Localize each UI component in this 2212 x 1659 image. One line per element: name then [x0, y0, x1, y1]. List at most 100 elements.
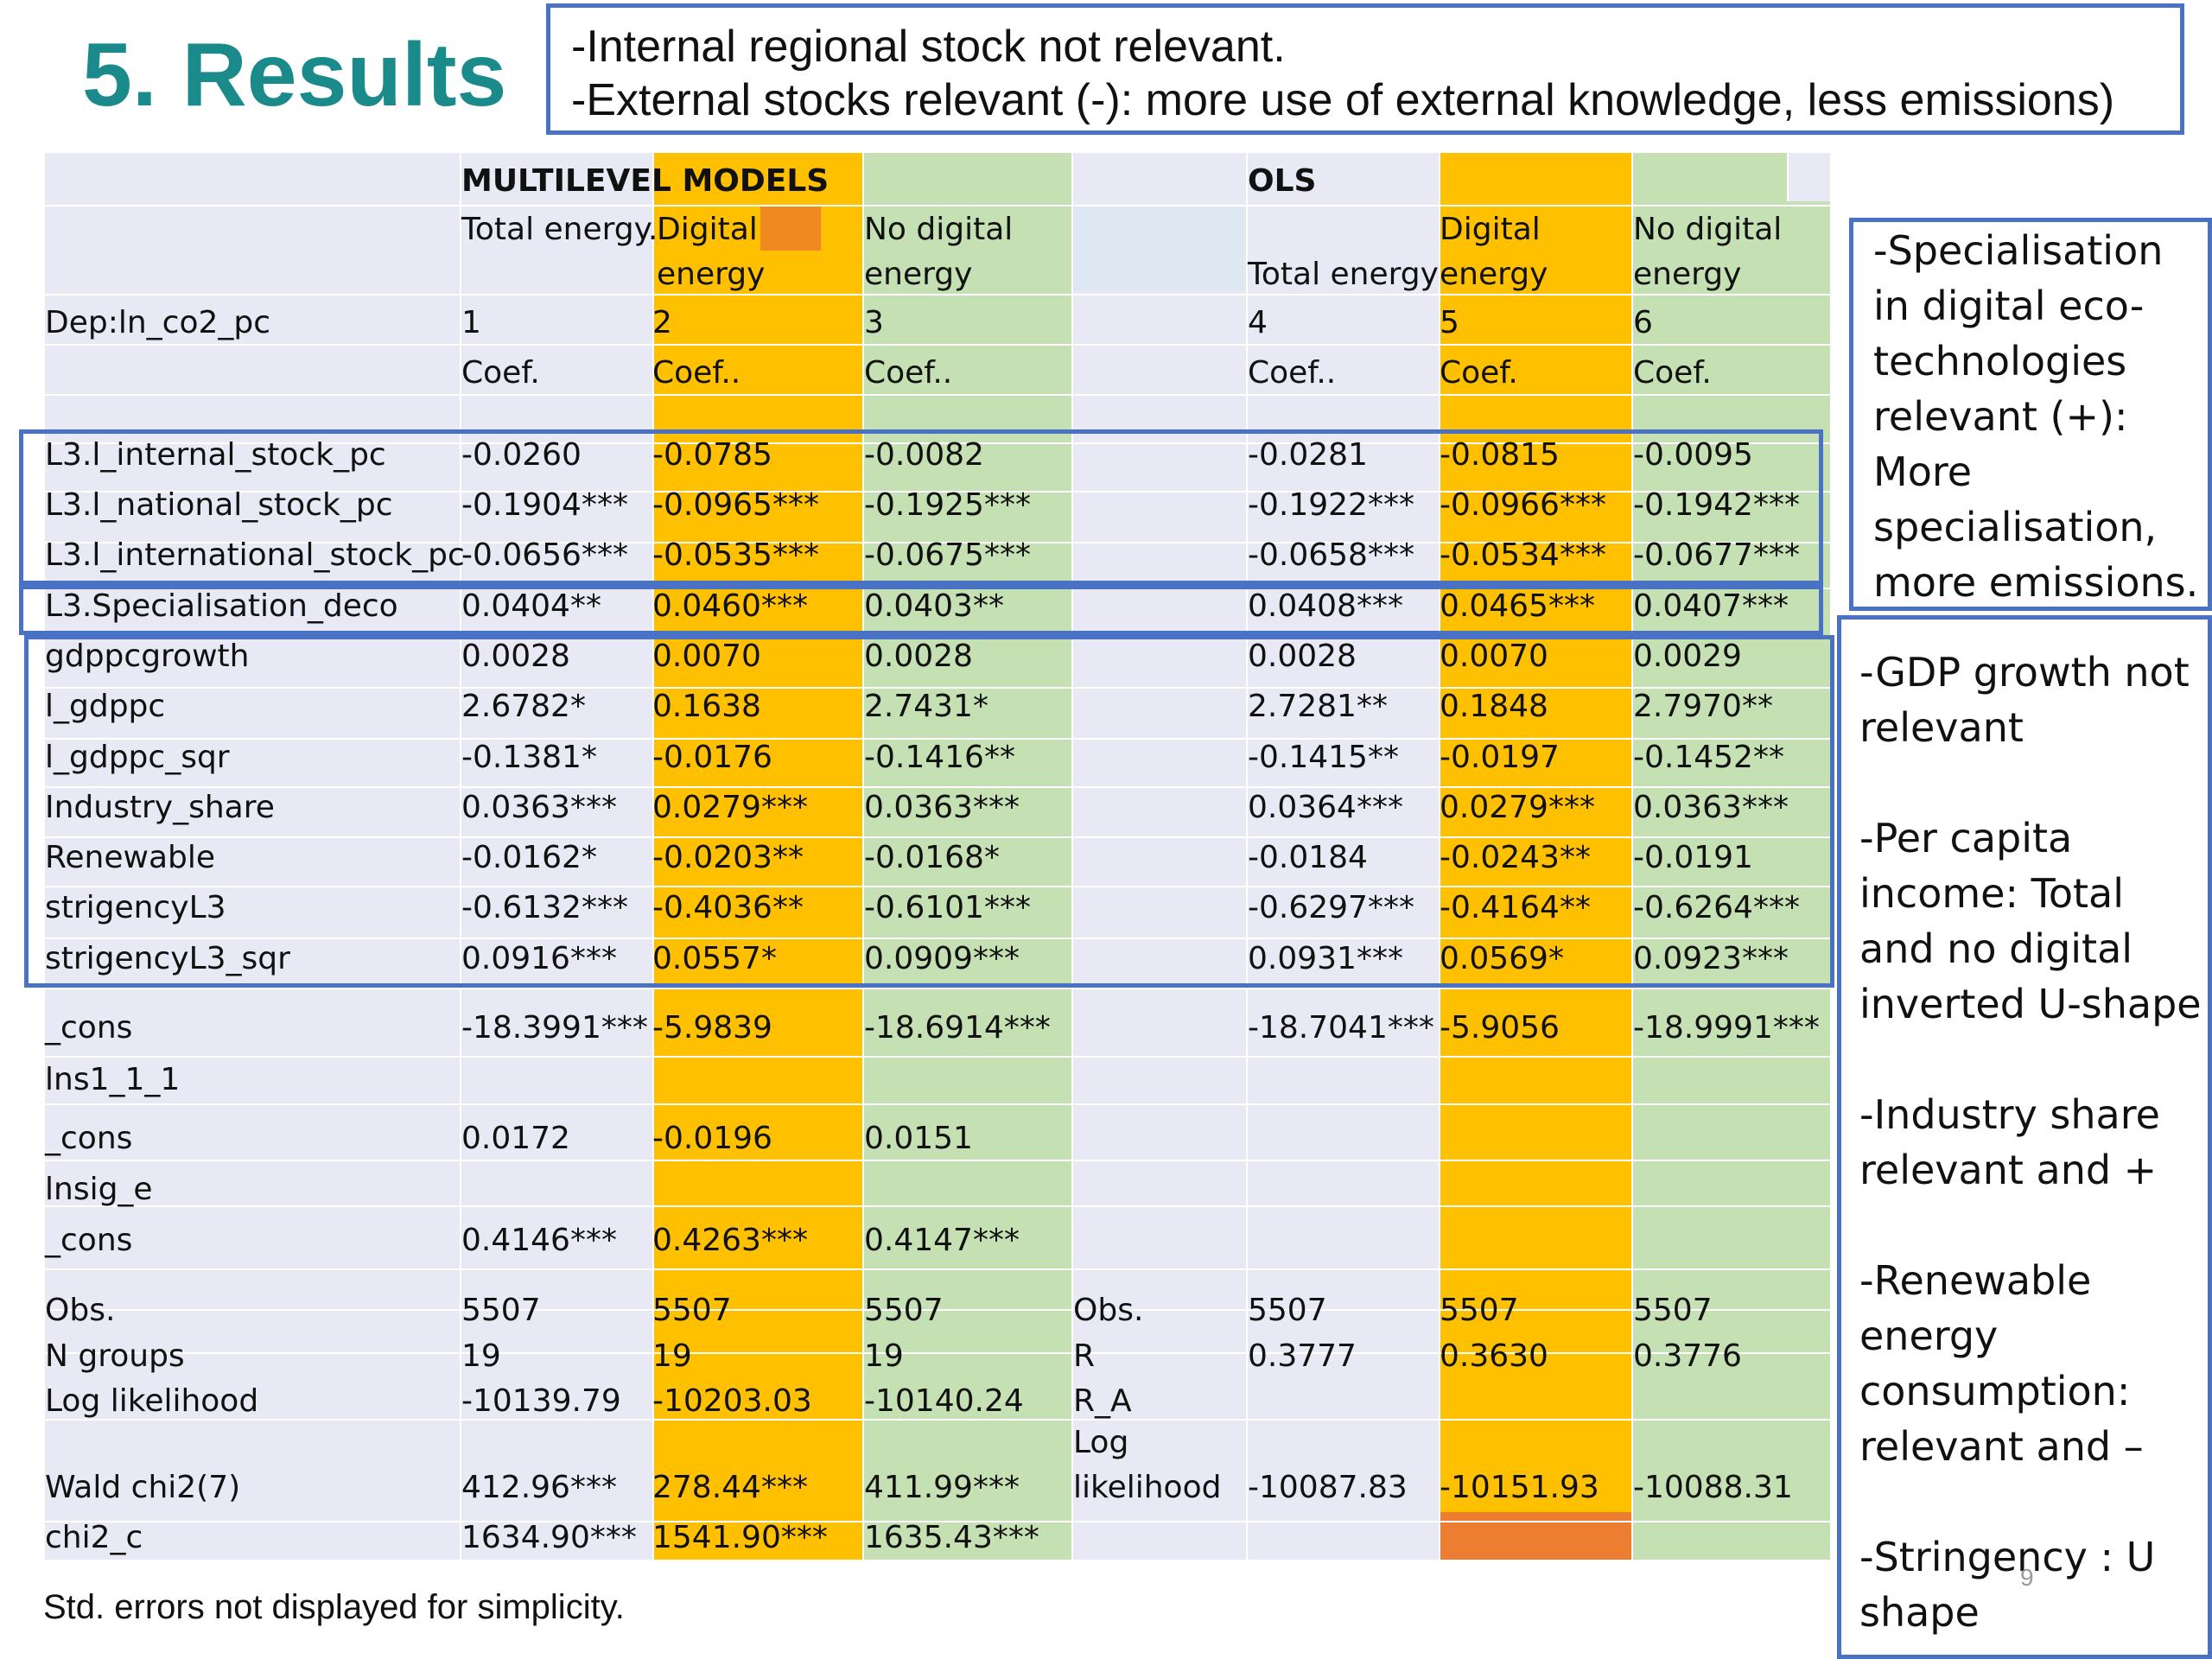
column-band: [1631, 151, 1830, 1560]
page-number: 9: [2020, 1564, 2034, 1591]
row-value: 0.3630: [1440, 1338, 1548, 1374]
note-line: in digital eco-: [1873, 283, 2145, 329]
note-line: relevant: [1859, 704, 2024, 751]
note-line: specialisation,: [1873, 504, 2158, 550]
row-value: -0.0095: [1633, 437, 1753, 473]
column-divider: [1071, 151, 1073, 1560]
row-value: -0.6132***: [461, 890, 628, 925]
row-value: -0.1925***: [864, 487, 1031, 523]
row-divider: [45, 738, 1830, 740]
row-value: -0.1942***: [1633, 487, 1800, 523]
row-value: 0.0363***: [864, 790, 1020, 825]
row-value: 0.0363***: [461, 790, 617, 825]
row-value: -10139.79: [461, 1383, 621, 1419]
row-value: 0.0028: [864, 639, 973, 674]
row-value: 0.3777: [1248, 1338, 1357, 1374]
row-value: 0.0363***: [1633, 790, 1789, 825]
note-line: consumption:: [1859, 1368, 2131, 1414]
dependent-variable-label: Dep:ln_co2_pc: [45, 305, 271, 340]
row-label: L3.l_international_stock_pc: [45, 537, 465, 573]
row-value: -10151.93: [1440, 1470, 1599, 1505]
footer-note: Std. errors not displayed for simplicity…: [43, 1588, 625, 1626]
row-value: -0.0176: [652, 740, 772, 775]
row-divider: [45, 1352, 1830, 1354]
row-label: lns1_1_1: [45, 1062, 181, 1097]
row-value: -0.0675***: [864, 537, 1031, 573]
row-value: 0.0279***: [1440, 790, 1595, 825]
row-divider: [45, 836, 1830, 838]
note-line: inverted U-shape: [1859, 981, 2202, 1027]
coef-header: Coef.: [1633, 355, 1712, 391]
row-value: 0.0407***: [1633, 588, 1789, 624]
row-value: 0.0404**: [461, 588, 601, 624]
note-line: -Industry share: [1859, 1091, 2160, 1138]
row-value: 2.7281**: [1248, 689, 1388, 724]
row-label: _cons: [45, 1010, 133, 1046]
row-value: 0.0172: [461, 1121, 570, 1156]
column-title: No digital: [1633, 212, 1783, 247]
row-label: Wald chi2(7): [45, 1470, 241, 1505]
row-value: -0.0260: [461, 437, 582, 473]
row-value: 0.4147***: [864, 1223, 1020, 1258]
row-value: -5.9056: [1440, 1010, 1560, 1046]
header-multilevel-models: MULTILEVEL MODELS: [461, 163, 830, 199]
column-band: [862, 151, 1071, 1560]
right-note-controls: -GDP growth not relevant -Per capita incom…: [1859, 645, 2202, 1640]
column-divider: [652, 151, 654, 1560]
row-value: 0.4263***: [652, 1223, 808, 1258]
coef-header: Coef..: [652, 355, 741, 391]
model-number: 1: [461, 305, 481, 340]
row-value: 0.0403**: [864, 588, 1004, 624]
coef-header: Coef.: [461, 355, 540, 391]
column-band: [1439, 151, 1631, 1560]
row-value: -0.0785: [652, 437, 772, 473]
note-line: -Per capita: [1859, 815, 2073, 861]
row-value: -0.0203**: [652, 840, 804, 875]
row-value: -0.0281: [1248, 437, 1368, 473]
row-divider: [45, 988, 1830, 989]
row-value: -0.6101***: [864, 890, 1031, 925]
row-value: -0.0535***: [652, 537, 819, 573]
row-value: 0.0070: [652, 639, 761, 674]
column-title: No digital: [864, 212, 1014, 247]
note-line: technologies: [1873, 338, 2127, 385]
column-title: Digital: [657, 212, 758, 247]
note-line: [1859, 755, 2202, 810]
row-value: -18.6914***: [864, 1010, 1051, 1046]
column-title: energy: [1440, 257, 1548, 292]
column-band: [1246, 151, 1439, 1560]
row-divider: [45, 687, 1830, 689]
row-value: 5507: [1633, 1293, 1713, 1328]
column-divider: [1246, 151, 1248, 1560]
slide-title: 5. Results: [82, 25, 507, 125]
specialisation-highlight-box: [19, 585, 1823, 635]
row-value: -0.1381*: [461, 740, 597, 775]
row-value: 0.0909***: [864, 941, 1020, 976]
row-divider: [45, 442, 1830, 444]
row-value: -5.9839: [652, 1010, 772, 1046]
row-value: -0.6264***: [1633, 890, 1800, 925]
column-title: energy: [1633, 257, 1742, 292]
row-label: l_gdppc_sqr: [45, 740, 230, 775]
row-label: strigencyL3: [45, 890, 226, 925]
row-value: -0.0243**: [1440, 840, 1591, 875]
row-label: L3.Specialisation_deco: [45, 588, 398, 624]
model-number: 2: [652, 305, 672, 340]
row-value: 2.7431*: [864, 689, 988, 724]
note-line: [1859, 1032, 2202, 1087]
row-value: -10088.31: [1633, 1470, 1793, 1505]
row-value: 0.0028: [1248, 639, 1357, 674]
row-value: 0.0569*: [1440, 941, 1564, 976]
header-spacer: [1787, 151, 1830, 201]
row-divider: [45, 344, 1830, 346]
note-line: -Renewable: [1859, 1257, 2092, 1304]
column-divider: [460, 151, 461, 1560]
row-value: 0.0364***: [1248, 790, 1403, 825]
row-value: -0.0184: [1248, 840, 1368, 875]
row-value: 0.0279***: [652, 790, 808, 825]
row-divider: [45, 1056, 1830, 1058]
row-value: 0.3776: [1633, 1338, 1742, 1374]
note-line: and no digital: [1859, 925, 2133, 972]
row-divider: [45, 786, 1830, 788]
row-value: 0.0557*: [652, 941, 777, 976]
